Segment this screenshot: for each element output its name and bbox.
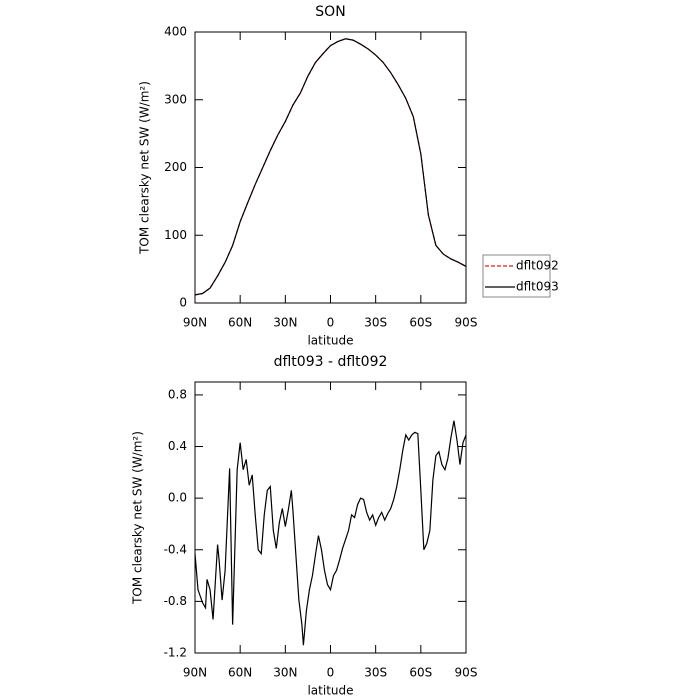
- y-axis-label: TOM clearsky net SW (W/m²): [138, 81, 152, 255]
- x-tick-label: 30S: [364, 316, 387, 330]
- x-tick-label: 60S: [409, 316, 432, 330]
- x-axis-label: latitude: [307, 684, 353, 698]
- x-tick-label: 30S: [364, 666, 387, 680]
- x-tick-label: 0: [327, 316, 335, 330]
- y-tick-label: 0: [179, 296, 187, 310]
- chart-title: dflt093 - dflt092: [274, 354, 388, 370]
- y-tick-label: -0.4: [164, 542, 187, 556]
- x-tick-label: 90N: [183, 666, 207, 680]
- x-tick-label: 90N: [183, 316, 207, 330]
- x-tick-label: 90S: [455, 666, 478, 680]
- legend-box: [482, 254, 551, 298]
- data-line: [194, 38, 467, 296]
- data-line: [194, 420, 467, 646]
- legend-label: dflt093: [516, 280, 559, 294]
- y-tick-label: -0.8: [164, 594, 187, 608]
- plot-frame: [194, 31, 467, 304]
- y-tick-label: 0.0: [168, 491, 187, 505]
- x-tick-label: 0: [327, 666, 335, 680]
- x-tick-label: 90S: [455, 316, 478, 330]
- y-axis-label: TOM clearsky net SW (W/m²): [131, 431, 145, 605]
- y-tick-label: 300: [164, 92, 187, 106]
- x-tick-label: 30N: [273, 316, 297, 330]
- x-axis-label: latitude: [307, 334, 353, 348]
- y-tick-label: 0.8: [168, 387, 187, 401]
- x-tick-label: 30N: [273, 666, 297, 680]
- y-tick-label: 200: [164, 160, 187, 174]
- legend-label: dflt092: [516, 259, 559, 273]
- x-tick-label: 60S: [409, 666, 432, 680]
- y-tick-label: -1.2: [164, 646, 187, 660]
- y-tick-label: 0.4: [168, 439, 187, 453]
- data-line: [194, 38, 467, 296]
- y-tick-label: 100: [164, 228, 187, 242]
- chart-title: SON: [315, 4, 345, 20]
- x-tick-label: 60N: [228, 666, 252, 680]
- y-tick-label: 400: [164, 25, 187, 39]
- x-tick-label: 60N: [228, 316, 252, 330]
